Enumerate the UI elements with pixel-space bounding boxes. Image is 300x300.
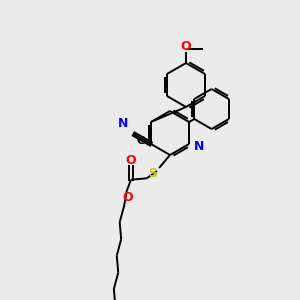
Text: N: N <box>194 140 204 152</box>
Text: N: N <box>118 117 129 130</box>
Text: C: C <box>136 136 145 146</box>
Text: O: O <box>181 40 191 53</box>
Text: S: S <box>148 167 157 180</box>
Text: O: O <box>123 191 134 204</box>
Text: O: O <box>126 154 136 167</box>
